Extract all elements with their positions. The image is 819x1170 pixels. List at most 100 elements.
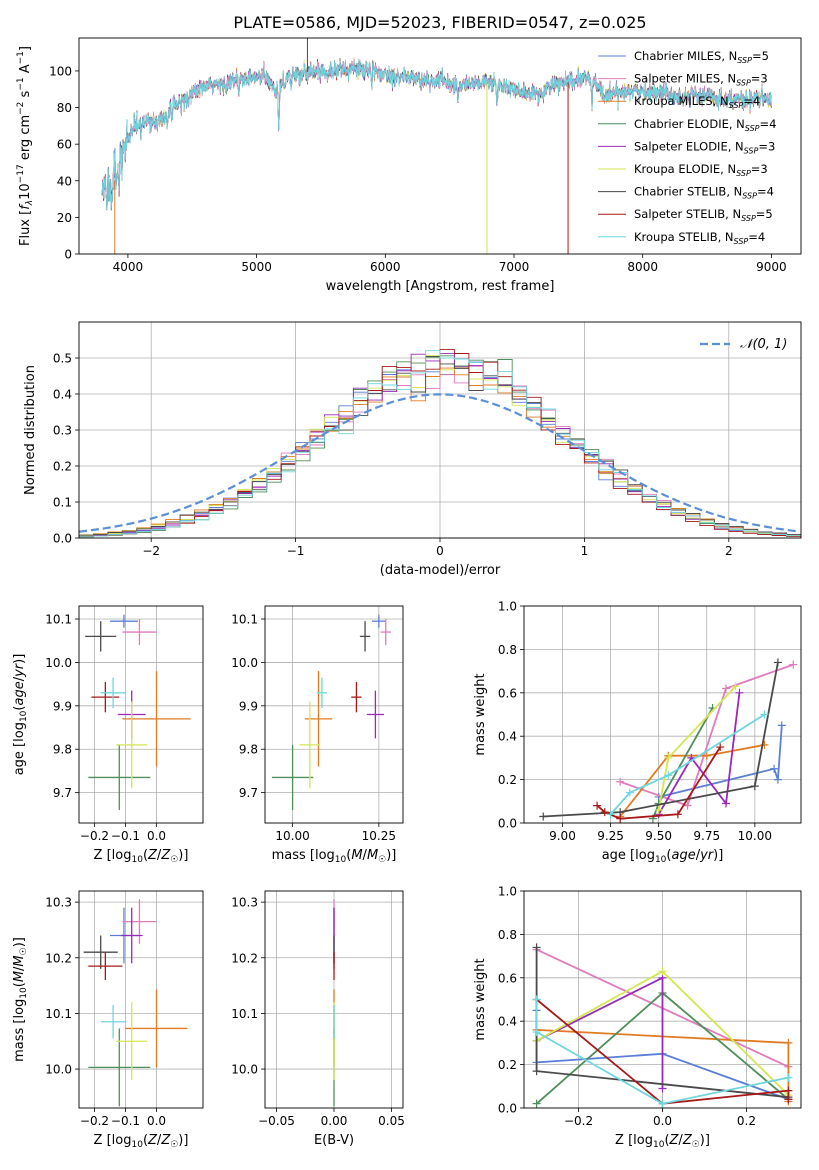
weight-point-marker xyxy=(616,814,625,823)
spectrum-marks xyxy=(101,38,772,254)
weight-series-line xyxy=(536,998,790,1105)
y-tick-label: 0.3 xyxy=(53,424,72,438)
x-tick-label: −0.1 xyxy=(111,829,140,843)
weight-point-marker xyxy=(773,775,782,784)
errorbar-point xyxy=(100,1005,126,1039)
y-tick-label: 10.1 xyxy=(231,1007,258,1021)
histogram-series xyxy=(79,350,801,538)
axes-frame xyxy=(523,605,802,824)
age-vs-mass-panel: 10.00 10.25 9.7 9.8 9.9 10.0 10.1 mass [log10(M… xyxy=(231,605,404,865)
weight-point-marker xyxy=(773,658,782,667)
axes-frame xyxy=(78,37,802,255)
x-axis-label: Z [log10(Z/Z☉)] xyxy=(615,1133,710,1150)
x-tick-label: 0.2 xyxy=(737,1114,756,1128)
legend-entry: Chabrier ELODIE, NSSP=4 xyxy=(634,117,776,133)
x-tick-label: 9.00 xyxy=(549,829,576,843)
x-tick-label: 0.00 xyxy=(321,1114,348,1128)
errorbar-point xyxy=(116,701,148,789)
y-tick-label: 10.1 xyxy=(231,613,258,627)
y-tick-label: 10.0 xyxy=(231,1063,258,1077)
legend-entry: Chabrier MILES, NSSP=5 xyxy=(634,49,769,65)
weight-point-marker xyxy=(721,799,730,808)
weight-point-marker xyxy=(673,810,682,819)
y-tick-label: 10.2 xyxy=(45,951,72,965)
weight-point-marker xyxy=(760,710,769,719)
x-tick-label: −0.1 xyxy=(111,1114,140,1128)
weight-point-marker xyxy=(750,782,759,791)
residuals-marks xyxy=(79,349,801,538)
errorbar-point xyxy=(304,671,333,767)
y-tick-label: 100 xyxy=(49,64,72,78)
errorbar-point xyxy=(366,690,385,739)
y-tick-label: 9.7 xyxy=(239,786,258,800)
weight-point-marker xyxy=(721,684,730,693)
residuals-panel: −2 −1 0 1 2 0.0 0.1 0.2 0.3 0.4 0.5 (data-model)/er… xyxy=(23,321,802,578)
y-tick-label: 9.8 xyxy=(53,743,72,757)
weight-point-marker xyxy=(539,812,548,821)
y-axis-label: Flux [fλ10−17 erg cm−2 s−1 A−1] xyxy=(16,46,35,246)
x-tick-label: 9.50 xyxy=(645,829,672,843)
spectrum-legend: Chabrier MILES, NSSP=5 Salpeter MILES, NS… xyxy=(598,49,776,246)
x-tick-label: 10.25 xyxy=(362,829,396,843)
legend-entry: Chabrier STELIB, NSSP=4 xyxy=(634,185,774,201)
y-tick-label: 0.8 xyxy=(498,643,517,657)
y-tick-label: 0.5 xyxy=(53,352,72,366)
x-tick-label: 9.75 xyxy=(693,829,720,843)
legend-entry: Kroupa ELODIE, NSSP=3 xyxy=(634,162,768,178)
y-tick-label: 10.1 xyxy=(45,1007,72,1021)
spectrum-series-line xyxy=(101,59,772,210)
weight-point-marker xyxy=(683,801,692,810)
errorbar-point xyxy=(110,614,138,628)
x-axis-label: wavelength [Angstrom, rest frame] xyxy=(326,279,555,294)
legend-entry: Salpeter ELODIE, NSSP=3 xyxy=(634,139,775,155)
y-tick-label: 0 xyxy=(64,248,72,262)
x-tick-label: 1 xyxy=(581,544,589,558)
age-vs-Z-marks xyxy=(85,614,191,810)
x-tick-label: 8000 xyxy=(627,260,658,274)
legend-entry: Salpeter STELIB, NSSP=5 xyxy=(634,207,773,223)
y-tick-label: 80 xyxy=(57,101,72,115)
mass-vs-Z-panel: −0.2 −0.1 0.0 10.0 10.1 10.2 10.3 Z [log10(Z/Z☉… xyxy=(12,890,204,1150)
x-tick-label: 0.0 xyxy=(147,1114,166,1128)
x-axis-label: (data-model)/error xyxy=(380,563,501,578)
x-axis-label: E(B-V) xyxy=(314,1133,354,1148)
legend-entry: Kroupa STELIB, NSSP=4 xyxy=(634,230,765,246)
y-tick-label: 40 xyxy=(57,174,72,188)
weight-point-marker xyxy=(777,721,786,730)
y-tick-label: 0.0 xyxy=(498,1102,517,1116)
weight-point-marker xyxy=(664,753,673,762)
y-tick-label: 0.2 xyxy=(498,1058,517,1072)
y-tick-label: 10.0 xyxy=(45,656,72,670)
weight-point-marker xyxy=(532,1067,541,1076)
errorbar-point xyxy=(122,899,157,944)
residuals-legend: 𝒩(0, 1) xyxy=(700,337,787,352)
weight-vs-age-marks xyxy=(539,658,798,823)
weight-series-line xyxy=(619,744,765,818)
weight-vs-Z-panel: −0.2 0.0 0.2 0.0 0.2 0.4 0.6 0.8 1.0 Z [log10(Z/Z… xyxy=(473,885,802,1150)
x-axis-label: age [log10(age/yr)] xyxy=(602,848,724,865)
figure-title: PLATE=0586, MJD=52023, FIBERID=0547, z=0… xyxy=(233,13,646,32)
mass-vs-ebv-panel: −0.05 0.00 0.05 10.0 10.1 10.2 10.3 E(B-V) xyxy=(231,890,405,1148)
errorbar-point xyxy=(371,614,386,628)
weight-point-marker xyxy=(600,808,609,817)
x-axis-label: Z [log10(Z/Z☉)] xyxy=(94,1133,189,1150)
errorbar-point xyxy=(125,989,188,1068)
y-tick-label: 0.4 xyxy=(53,388,72,402)
y-tick-label: 60 xyxy=(57,138,72,152)
y-tick-label: 0.6 xyxy=(498,971,517,985)
weight-point-marker xyxy=(593,801,602,810)
weight-point-marker xyxy=(625,788,634,797)
x-tick-label: 2 xyxy=(725,544,733,558)
errorbar-point xyxy=(88,744,151,810)
errorbar-point xyxy=(88,1028,151,1107)
y-tick-label: 0.1 xyxy=(53,496,72,510)
y-tick-label: 0.6 xyxy=(498,686,517,700)
weight-point-marker xyxy=(532,995,541,1004)
x-tick-label: 0.0 xyxy=(147,829,166,843)
weight-point-marker xyxy=(735,688,744,697)
weight-series-line xyxy=(619,663,794,807)
y-tick-label: 0.2 xyxy=(53,460,72,474)
weight-series-line xyxy=(658,725,783,798)
weight-point-marker xyxy=(532,943,541,952)
x-tick-label: −0.2 xyxy=(564,1114,593,1128)
